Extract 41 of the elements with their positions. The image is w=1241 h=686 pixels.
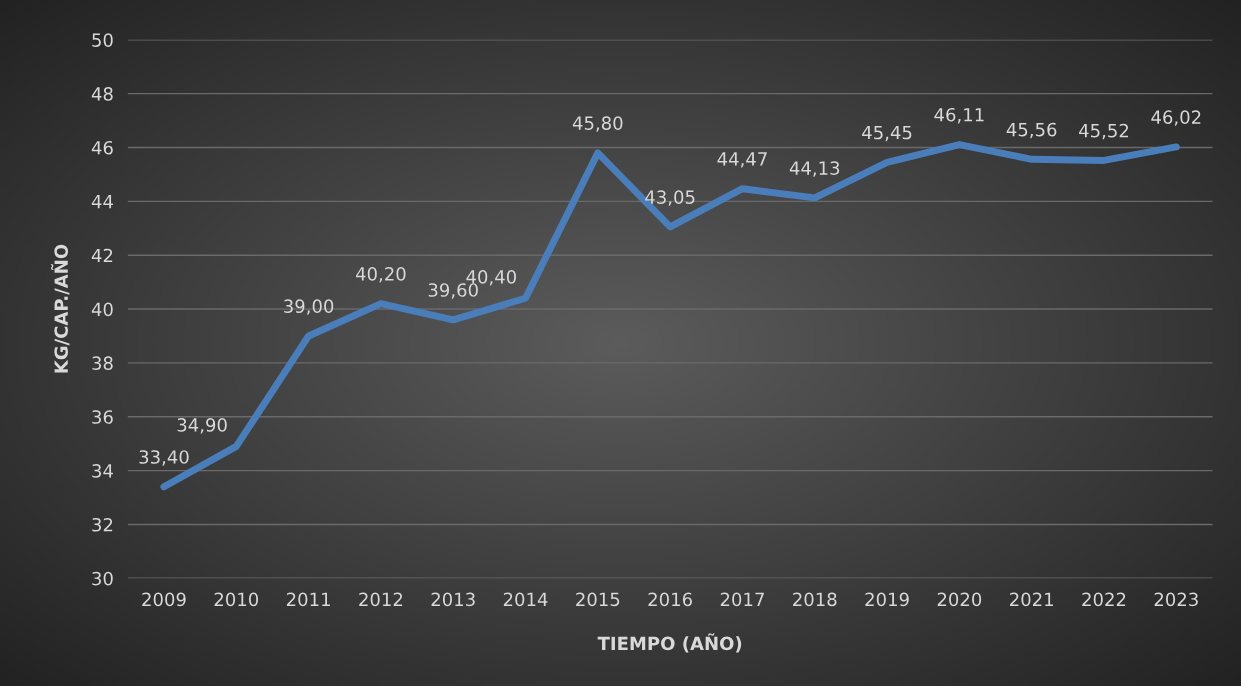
x-tick-label: 2012	[359, 592, 403, 607]
x-tick-label: 2010	[214, 592, 259, 607]
data-label: 43,05	[645, 190, 695, 206]
x-tick-label: 2016	[648, 592, 692, 607]
data-label: 40,20	[355, 267, 406, 283]
y-tick-label: 34	[92, 464, 113, 478]
x-tick-label: 2018	[793, 592, 837, 607]
y-tick-label: 42	[91, 248, 113, 263]
x-tick-label: 2022	[1082, 592, 1126, 607]
y-tick-label: 30	[92, 571, 113, 586]
x-tick-label: 2019	[865, 592, 909, 607]
y-tick-label: 46	[91, 140, 113, 155]
y-tick-label: 32	[92, 517, 113, 532]
x-tick-label: 2023	[1154, 592, 1198, 607]
data-label: 45,45	[862, 125, 912, 142]
y-tick-label: 44	[91, 195, 113, 209]
data-label: 45,80	[572, 116, 623, 132]
x-tick-label: 2014	[503, 592, 548, 607]
data-label: 45,56	[1006, 122, 1057, 139]
x-tick-label: 2009	[142, 592, 186, 607]
y-tick-label: 48	[91, 87, 113, 101]
y-tick-label: 38	[92, 356, 113, 371]
y-tick-label: 40	[91, 302, 113, 317]
data-label: 39,00	[284, 299, 334, 315]
data-label: 46,11	[934, 107, 984, 124]
data-label: 45,52	[1079, 123, 1129, 140]
x-tick-label: 2017	[720, 592, 764, 607]
data-label: 44,47	[717, 152, 767, 168]
x-axis-title: TIEMPO (AÑO)	[597, 633, 742, 653]
y-tick-label: 50	[92, 33, 113, 47]
x-tick-label: 2020	[937, 592, 982, 607]
y-axis-title: KG/CAP./AÑO	[51, 244, 70, 373]
data-label: 44,13	[789, 161, 840, 177]
data-label: 34,90	[177, 418, 227, 434]
x-tick-label: 2015	[576, 592, 620, 607]
x-tick-label: 2011	[286, 592, 330, 607]
x-tick-label: 2013	[431, 592, 475, 607]
x-tick-label: 2021	[1010, 592, 1053, 607]
data-label: 46,02	[1151, 110, 1201, 126]
data-label: 33,40	[139, 450, 189, 466]
y-tick-label: 36	[92, 410, 113, 424]
